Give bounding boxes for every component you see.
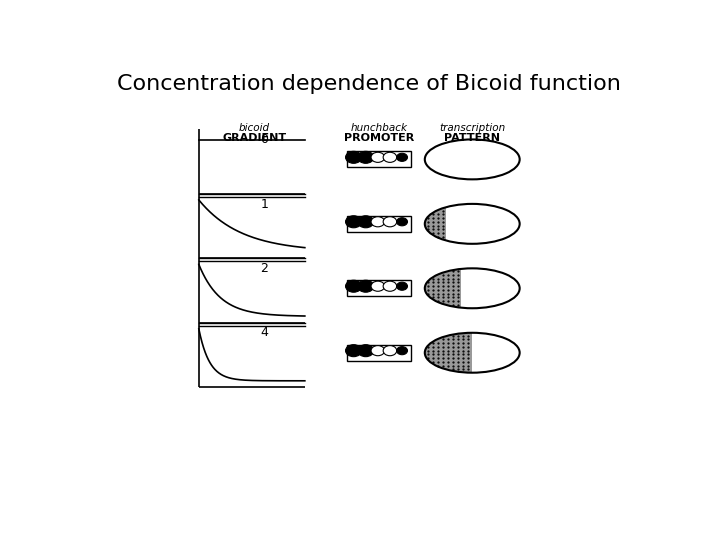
- Circle shape: [346, 216, 361, 228]
- Text: transcription: transcription: [439, 123, 505, 133]
- Circle shape: [397, 153, 408, 161]
- Text: PROMOTER: PROMOTER: [344, 133, 414, 144]
- Ellipse shape: [425, 333, 520, 373]
- Ellipse shape: [425, 268, 520, 308]
- Bar: [461, 264, 567, 313]
- Text: Concentration dependence of Bicoid function: Concentration dependence of Bicoid funct…: [117, 73, 621, 93]
- Text: bicoid: bicoid: [239, 123, 270, 133]
- Circle shape: [371, 281, 384, 291]
- Circle shape: [371, 217, 384, 227]
- Circle shape: [383, 152, 397, 163]
- Circle shape: [397, 347, 408, 355]
- Circle shape: [358, 280, 374, 292]
- Text: 4: 4: [261, 327, 269, 340]
- Circle shape: [346, 151, 361, 163]
- Circle shape: [346, 280, 361, 292]
- Circle shape: [397, 218, 408, 226]
- Circle shape: [383, 346, 397, 356]
- Circle shape: [358, 216, 374, 228]
- Circle shape: [383, 217, 397, 227]
- Ellipse shape: [425, 204, 520, 244]
- Circle shape: [358, 345, 374, 356]
- Circle shape: [358, 151, 374, 163]
- Bar: [472, 329, 578, 377]
- Circle shape: [397, 282, 408, 291]
- Bar: [347, 345, 411, 361]
- Bar: [347, 216, 411, 232]
- Text: PATTERN: PATTERN: [444, 133, 500, 144]
- Bar: [446, 200, 552, 248]
- Bar: [347, 152, 411, 167]
- Text: hunchback: hunchback: [351, 123, 408, 133]
- Circle shape: [383, 281, 397, 291]
- Circle shape: [371, 346, 384, 356]
- Text: 1: 1: [261, 198, 269, 211]
- Circle shape: [371, 152, 384, 163]
- Bar: [347, 280, 411, 296]
- Text: 2: 2: [261, 262, 269, 275]
- Text: GRADIENT: GRADIENT: [222, 133, 287, 144]
- Text: 0: 0: [261, 133, 269, 146]
- Circle shape: [346, 345, 361, 356]
